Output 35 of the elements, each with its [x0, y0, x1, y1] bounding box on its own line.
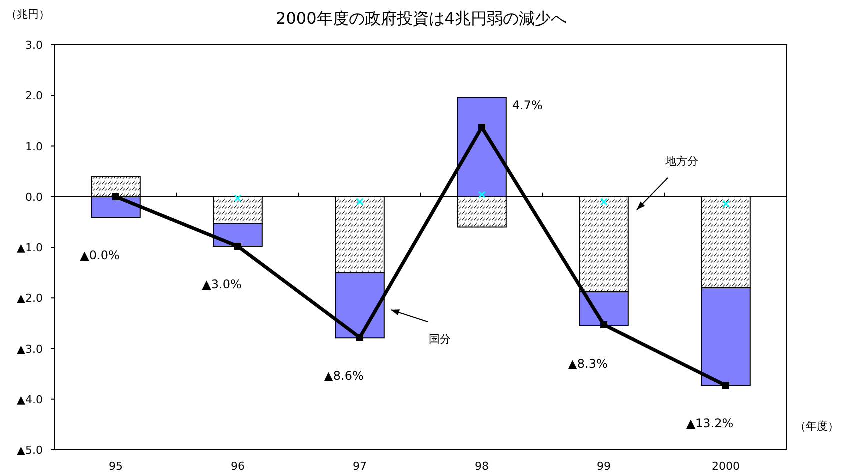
- x-tick-label: 98: [475, 460, 489, 473]
- x-tick-label: 95: [109, 460, 123, 473]
- point: [356, 198, 364, 206]
- annotation: ▲8.6%: [324, 369, 364, 384]
- point: [722, 382, 730, 390]
- chart-title: 2000年度の政府投資は4兆円弱の減少へ: [276, 9, 567, 28]
- y-tick-label: 0.0: [26, 190, 43, 204]
- y-axis-title: （兆円）: [6, 8, 50, 21]
- y-tick-label: ▲2.0: [17, 292, 43, 306]
- y-tick-label: 2.0: [26, 90, 43, 103]
- x-tick-label: 96: [231, 460, 245, 473]
- annotation: ▲13.2%: [686, 416, 734, 431]
- annotation: ▲8.3%: [568, 356, 608, 371]
- annotation: 4.7%: [512, 98, 543, 113]
- annotation: 国分: [429, 333, 451, 346]
- point: [234, 242, 242, 250]
- y-tick-label: 3.0: [26, 39, 43, 52]
- point: [600, 198, 608, 206]
- y-tick-label: ▲5.0: [17, 444, 43, 457]
- annotation: 地方分: [664, 155, 698, 168]
- point: [478, 191, 486, 199]
- x-tick-label: 97: [353, 460, 367, 473]
- point: [600, 321, 608, 328]
- point: [234, 194, 242, 202]
- y-tick-label: ▲3.0: [17, 342, 43, 356]
- point: [356, 334, 364, 342]
- y-tick-label: ▲1.0: [17, 242, 43, 254]
- y-tick-label: 1.0: [26, 140, 43, 154]
- y-tick-label: ▲4.0: [17, 393, 43, 406]
- annotation: ▲0.0%: [80, 248, 120, 263]
- annotation: ▲3.0%: [202, 277, 242, 292]
- x-axis-title: （年度）: [795, 420, 839, 433]
- x-tick-label: 2000: [712, 460, 740, 473]
- x-tick-label: 99: [597, 460, 611, 473]
- point: [722, 200, 730, 208]
